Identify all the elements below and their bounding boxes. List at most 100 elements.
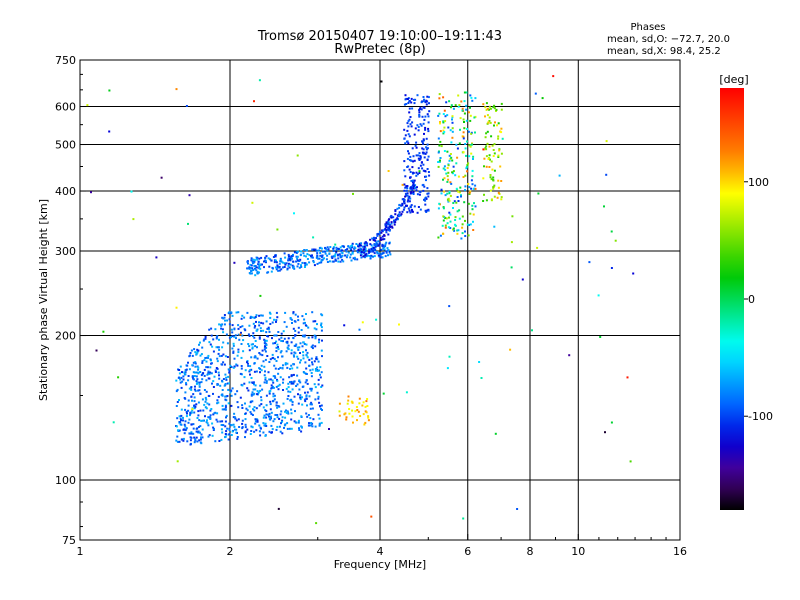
data-point — [452, 202, 455, 204]
data-point — [102, 330, 105, 333]
data-point — [342, 245, 345, 248]
data-point — [202, 372, 205, 375]
data-point — [352, 421, 354, 424]
data-point — [407, 197, 410, 200]
data-point — [290, 349, 293, 352]
data-point — [398, 214, 401, 217]
data-point — [419, 190, 422, 193]
data-point — [417, 154, 420, 157]
data-point — [267, 413, 270, 416]
data-point — [200, 374, 203, 377]
data-point — [315, 522, 318, 525]
data-point — [386, 247, 389, 250]
data-point — [253, 356, 256, 359]
data-point — [275, 261, 278, 264]
data-point — [471, 183, 474, 186]
data-point — [269, 378, 272, 381]
data-point — [271, 321, 274, 324]
data-point — [422, 96, 425, 98]
data-point — [264, 358, 267, 361]
y-tick-label: 500 — [55, 139, 76, 152]
data-point — [419, 156, 422, 159]
data-point — [259, 294, 262, 297]
data-point — [403, 103, 406, 106]
data-point — [391, 226, 394, 229]
data-point — [293, 344, 296, 347]
x-axis-label: Frequency [MHz] — [334, 558, 426, 571]
data-point — [260, 314, 263, 317]
data-point — [208, 395, 211, 397]
data-point — [216, 420, 219, 423]
data-point — [362, 255, 365, 258]
data-point — [248, 345, 251, 348]
data-point — [424, 128, 427, 131]
data-point — [418, 170, 421, 173]
data-point — [206, 422, 209, 425]
data-point — [332, 250, 335, 252]
data-point — [293, 267, 296, 270]
data-point — [305, 394, 308, 397]
data-point — [360, 251, 363, 253]
data-point — [241, 419, 244, 422]
data-point — [439, 140, 442, 143]
data-point — [189, 443, 192, 446]
data-point — [407, 133, 410, 136]
data-point — [253, 370, 256, 373]
data-point — [341, 251, 344, 254]
data-point — [246, 260, 249, 263]
data-point — [310, 422, 313, 424]
data-point — [463, 112, 466, 115]
data-point — [244, 418, 247, 421]
data-point — [108, 130, 111, 133]
data-point — [180, 408, 183, 411]
data-point — [248, 381, 251, 384]
data-point — [292, 265, 295, 268]
data-point — [269, 312, 272, 315]
data-point — [469, 145, 472, 148]
data-point — [230, 328, 233, 331]
data-point — [258, 430, 261, 433]
data-point — [485, 102, 488, 105]
data-point — [289, 390, 292, 393]
data-point — [568, 354, 571, 357]
data-point — [176, 435, 179, 438]
data-point — [209, 409, 212, 412]
data-point — [410, 191, 413, 194]
data-point — [241, 314, 244, 317]
data-point — [464, 147, 467, 150]
data-point — [452, 207, 454, 209]
y-tick-label: 300 — [55, 245, 76, 258]
data-point — [227, 375, 230, 378]
data-point — [442, 215, 445, 218]
data-point — [275, 350, 278, 353]
data-point — [467, 202, 470, 205]
data-point — [348, 408, 351, 410]
data-point — [255, 269, 258, 272]
data-point — [297, 262, 300, 265]
data-point — [190, 388, 193, 391]
data-point — [269, 415, 272, 418]
data-point — [272, 395, 275, 398]
data-point — [489, 176, 492, 179]
data-point — [324, 252, 327, 255]
data-point — [193, 348, 196, 351]
data-point — [279, 376, 282, 379]
data-point — [221, 316, 224, 319]
data-point — [410, 159, 413, 162]
data-point — [297, 331, 300, 334]
data-point — [221, 323, 224, 326]
data-point — [287, 259, 290, 262]
data-point — [296, 154, 299, 157]
data-point — [179, 421, 182, 423]
data-point — [360, 253, 363, 256]
data-point — [269, 417, 272, 420]
data-point — [259, 267, 262, 270]
data-point — [367, 415, 370, 418]
data-point — [273, 358, 276, 361]
data-point — [275, 428, 278, 431]
data-point — [256, 390, 259, 393]
data-point — [276, 264, 279, 267]
data-point — [275, 311, 278, 314]
data-point — [249, 365, 252, 368]
data-point — [442, 178, 444, 181]
